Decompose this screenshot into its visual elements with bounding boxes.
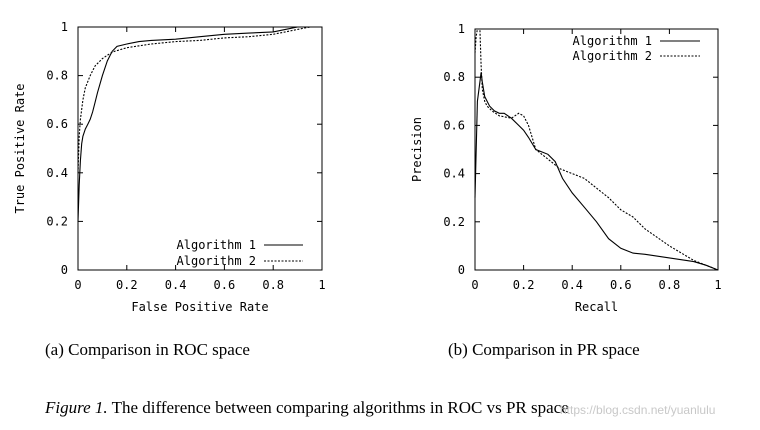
roc-x-tick-label: 0.6 <box>214 278 236 292</box>
pr-subcaption: (b) Comparison in PR space <box>448 340 640 359</box>
roc-x-tick-label: 1 <box>318 278 325 292</box>
roc-plot-frame <box>77 26 323 271</box>
pr-x-tick-label: 1 <box>714 278 721 292</box>
roc-y-tick-label: 0.2 <box>46 214 68 228</box>
pr-series-algorithm-2 <box>474 28 719 271</box>
pr-plot-frame <box>474 28 719 271</box>
roc-x-axis-label: False Positive Rate <box>131 300 268 314</box>
roc-x-tick-label: 0.2 <box>116 278 138 292</box>
roc-y-axis-label: True Positive Rate <box>13 83 27 213</box>
roc-y-tick-label: 0 <box>61 263 68 277</box>
pr-y-tick-label: 0 <box>458 263 465 277</box>
roc-series-algorithm-2 <box>77 26 322 173</box>
roc-subcaption: (a) Comparison in ROC space <box>45 340 250 359</box>
roc-chart: 0 0.2 0.4 0.6 0.8 1 0 0.2 0.4 0.6 0.8 1 False Positi… <box>13 20 326 314</box>
pr-y-tick-label: 0.6 <box>443 118 465 132</box>
pr-y-tick-label: 0.4 <box>443 167 465 181</box>
roc-y-tick-label: 0.6 <box>46 117 68 131</box>
roc-y-tick-label: 0.4 <box>46 166 68 180</box>
roc-legend-label-algorithm-1: Algorithm 1 <box>177 238 256 252</box>
figure-caption: Figure 1. The difference between compari… <box>45 398 569 418</box>
pr-y-tick-label: 0.2 <box>443 215 465 229</box>
pr-series-algorithm-1 <box>474 72 719 271</box>
roc-legend-label-algorithm-2: Algorithm 2 <box>177 254 256 268</box>
pr-y-axis-label: Precision <box>410 117 424 182</box>
roc-x-tick-label: 0 <box>74 278 81 292</box>
roc-y-tick-label: 1 <box>61 20 68 34</box>
figure-caption-label: Figure 1. <box>45 398 108 417</box>
pr-x-tick-label: 0.8 <box>659 278 681 292</box>
pr-x-tick-label: 0.4 <box>561 278 583 292</box>
pr-chart: 0 0.2 0.4 0.6 0.8 1 0 0.2 0.4 0.6 0.8 1 Recall Precis… <box>410 22 722 314</box>
figure-caption-text: The difference between comparing algorit… <box>111 398 569 417</box>
pr-x-tick-label: 0 <box>471 278 478 292</box>
pr-y-tick-label: 0.8 <box>443 70 465 84</box>
pr-x-axis-label: Recall <box>575 300 618 314</box>
pr-x-tick-label: 0.2 <box>513 278 535 292</box>
pr-y-tick-label: 1 <box>458 22 465 36</box>
roc-y-tick-label: 0.8 <box>46 69 68 83</box>
roc-x-tick-label: 0.4 <box>165 278 187 292</box>
pr-legend-label-algorithm-1: Algorithm 1 <box>573 34 652 48</box>
roc-series-algorithm-1 <box>77 26 322 222</box>
roc-x-tick-label: 0.8 <box>262 278 284 292</box>
pr-legend-label-algorithm-2: Algorithm 2 <box>573 49 652 63</box>
watermark: https://blog.csdn.net/yuanlulu <box>560 403 716 417</box>
pr-x-tick-label: 0.6 <box>610 278 632 292</box>
